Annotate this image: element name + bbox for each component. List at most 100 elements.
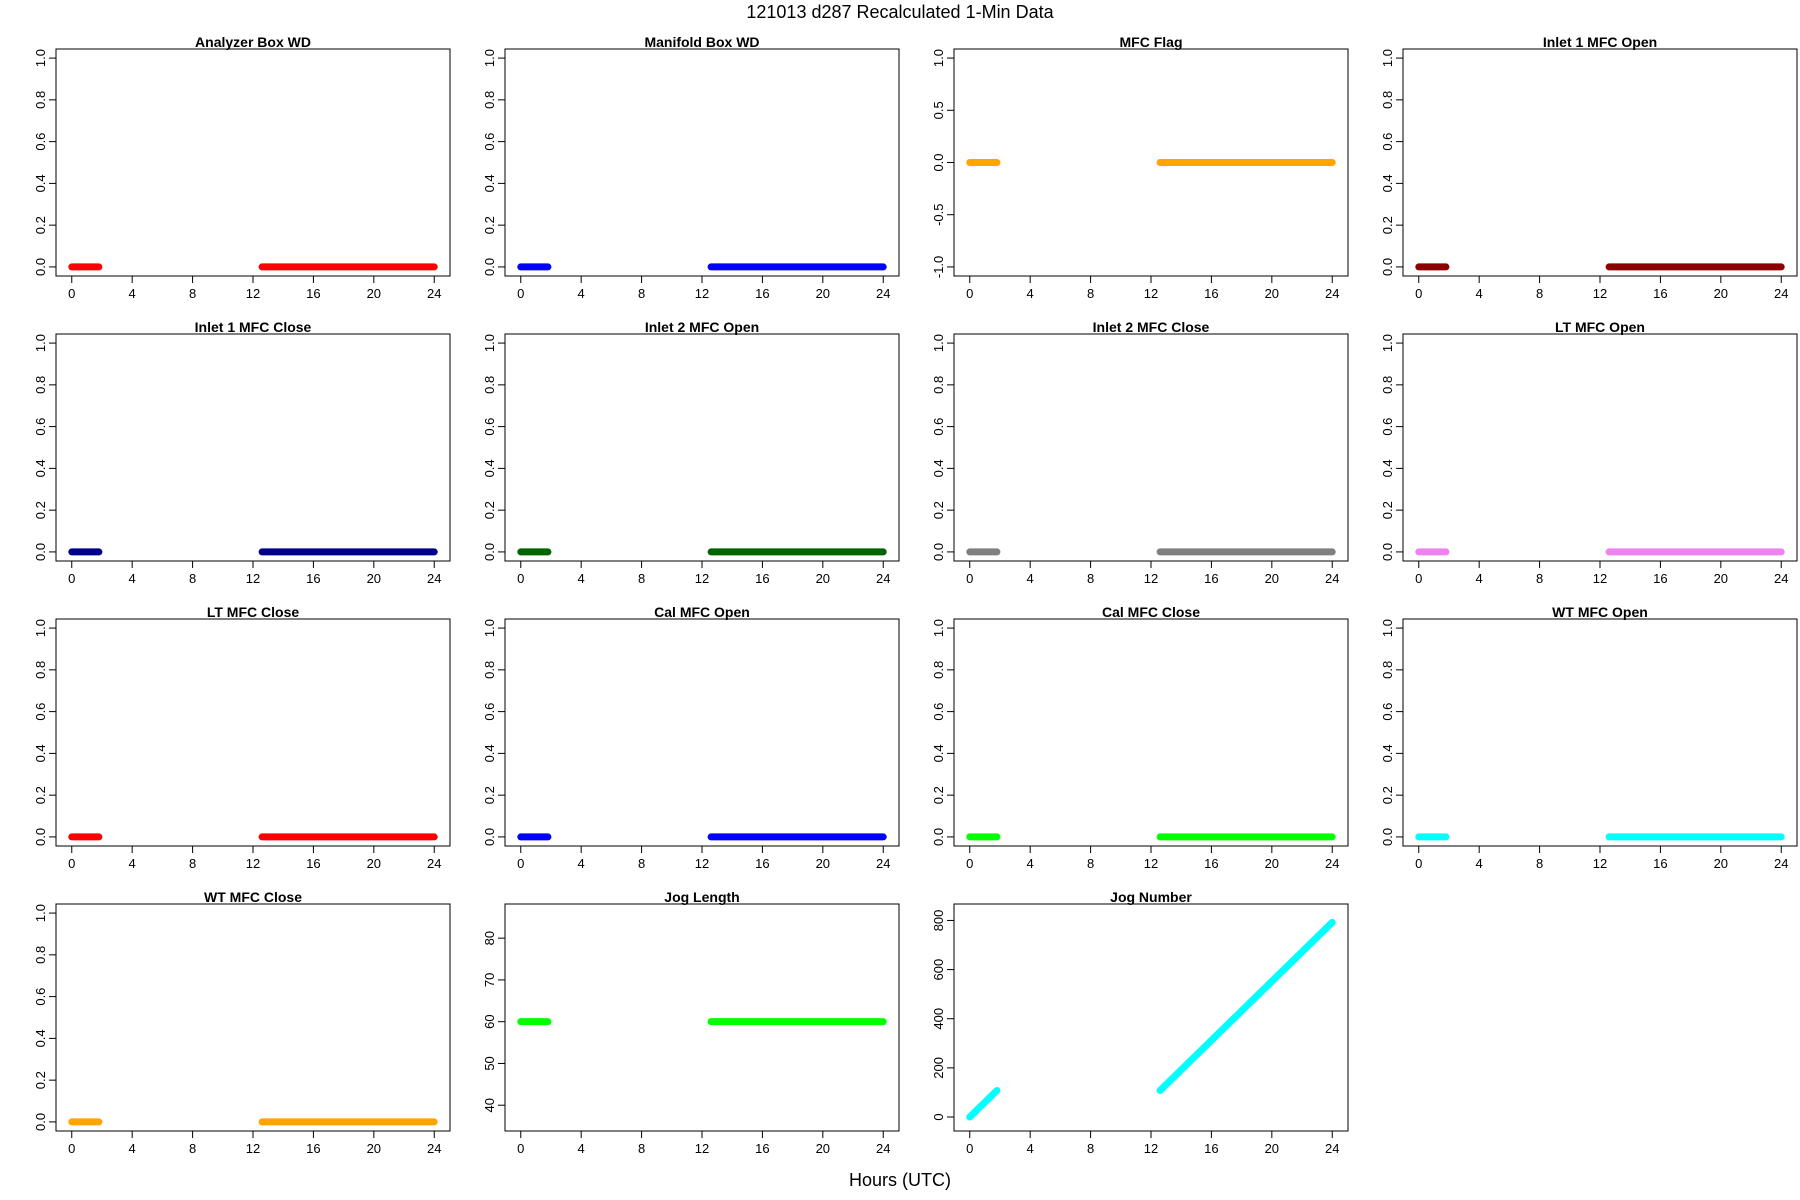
y-tick-label: 0.8: [931, 661, 946, 679]
y-tick-label: 600: [931, 959, 946, 981]
y-tick-label: 0.6: [33, 418, 48, 436]
x-tick-label: 8: [189, 286, 196, 301]
x-tick-label: 0: [966, 856, 973, 871]
y-tick-label: 60: [482, 1014, 497, 1028]
panel-10: Cal MFC Open 0 4 8 12 16 20 24 0.0 0.2 0.4 0.6 0.8 1.…: [482, 604, 900, 871]
panel-title: Cal MFC Open: [654, 604, 750, 620]
x-tick-label: 16: [306, 571, 320, 586]
x-tick-label: 8: [1087, 1141, 1094, 1156]
y-tick-label: 0.2: [33, 501, 48, 519]
x-axis-label: Hours (UTC): [849, 1170, 951, 1190]
x-tick-label: 0: [517, 856, 524, 871]
x-tick-label: 24: [876, 856, 890, 871]
y-tick-label: 0.0: [33, 828, 48, 846]
x-tick-label: 0: [68, 571, 75, 586]
x-tick-label: 20: [816, 571, 830, 586]
x-tick-label: 8: [1087, 286, 1094, 301]
panel-title: Inlet 1 MFC Close: [195, 319, 312, 335]
plot-frame: [1402, 333, 1798, 562]
x-tick-label: 4: [1476, 286, 1483, 301]
x-tick-label: 12: [246, 856, 260, 871]
x-tick-label: 20: [367, 571, 381, 586]
y-tick-label: 0.4: [482, 744, 497, 762]
x-tick-label: 16: [1653, 856, 1667, 871]
panel-title: Jog Length: [664, 889, 739, 905]
x-tick-label: 24: [1774, 286, 1788, 301]
x-tick-label: 20: [1714, 286, 1728, 301]
x-tick-label: 8: [638, 286, 645, 301]
x-tick-label: 16: [1204, 571, 1218, 586]
x-tick-label: 4: [129, 571, 136, 586]
y-tick-label: 50: [482, 1056, 497, 1070]
y-tick-label: 0: [931, 1113, 946, 1120]
x-tick-label: 8: [1536, 856, 1543, 871]
x-tick-label: 24: [1325, 1141, 1339, 1156]
x-tick-label: 12: [1593, 856, 1607, 871]
x-tick-label: 24: [427, 856, 441, 871]
x-tick-label: 0: [517, 571, 524, 586]
y-tick-label: 0.8: [1380, 376, 1395, 394]
panel-12: WT MFC Open 0 4 8 12 16 20 24 0.0 0.2 0.4 0.6 0.8 1.0: [1380, 604, 1798, 871]
y-tick-label: 0.6: [482, 418, 497, 436]
y-tick-label: 0.6: [1380, 133, 1395, 151]
x-tick-label: 8: [1536, 571, 1543, 586]
y-tick-label: 0.6: [931, 418, 946, 436]
x-tick-label: 20: [1265, 571, 1279, 586]
panel-title: LT MFC Close: [207, 604, 300, 620]
x-tick-label: 16: [306, 1141, 320, 1156]
y-tick-label: 0.4: [33, 174, 48, 192]
x-tick-label: 0: [966, 286, 973, 301]
panel-title: Jog Number: [1110, 889, 1192, 905]
x-tick-label: 16: [1204, 286, 1218, 301]
x-tick-label: 0: [68, 286, 75, 301]
panel-11: Cal MFC Close 0 4 8 12 16 20 24 0.0 0.2 0.4 0.6 0.8 1…: [931, 604, 1349, 871]
panel-title: Inlet 1 MFC Open: [1543, 34, 1657, 50]
y-tick-label: 0.8: [33, 946, 48, 964]
y-tick-label: 0.8: [1380, 661, 1395, 679]
x-tick-label: 24: [427, 286, 441, 301]
y-tick-label: 800: [931, 910, 946, 932]
plot-frame: [55, 903, 451, 1132]
y-tick-label: 0.0: [482, 828, 497, 846]
y-tick-label: 40: [482, 1098, 497, 1112]
x-tick-label: 12: [1144, 1141, 1158, 1156]
x-tick-label: 16: [755, 856, 769, 871]
x-tick-label: 20: [1265, 856, 1279, 871]
x-tick-label: 4: [1027, 286, 1034, 301]
x-tick-label: 8: [1536, 286, 1543, 301]
x-tick-label: 20: [1265, 286, 1279, 301]
x-tick-label: 16: [755, 571, 769, 586]
plot-frame: [504, 618, 900, 847]
x-tick-label: 0: [1415, 286, 1422, 301]
panel-title: Manifold Box WD: [644, 34, 759, 50]
y-tick-label: 0.2: [33, 1071, 48, 1089]
x-tick-label: 8: [638, 856, 645, 871]
x-tick-label: 16: [1653, 286, 1667, 301]
y-tick-label: 0.0: [482, 543, 497, 561]
y-tick-label: 200: [931, 1057, 946, 1079]
y-tick-label: 1.0: [33, 619, 48, 637]
plot-frame: [504, 48, 900, 277]
y-tick-label: 0.4: [33, 744, 48, 762]
x-tick-label: 24: [1325, 856, 1339, 871]
y-tick-label: 0.4: [1380, 174, 1395, 192]
y-tick-label: 0.8: [33, 91, 48, 109]
y-tick-label: 0.8: [931, 376, 946, 394]
y-tick-label: 1.0: [931, 334, 946, 352]
data-segment: [966, 1086, 1001, 1121]
x-tick-label: 4: [129, 1141, 136, 1156]
panel-title: Cal MFC Close: [1102, 604, 1200, 620]
x-tick-label: 4: [578, 1141, 585, 1156]
x-tick-label: 12: [1144, 286, 1158, 301]
x-tick-label: 8: [189, 856, 196, 871]
x-tick-label: 24: [876, 286, 890, 301]
y-tick-label: 0.4: [1380, 744, 1395, 762]
y-tick-label: 0.0: [931, 543, 946, 561]
y-tick-label: 0.0: [33, 258, 48, 276]
panel-6: Inlet 2 MFC Open 0 4 8 12 16 20 24 0.0 0.2 0.4 0.6 0…: [482, 319, 900, 586]
x-tick-label: 16: [755, 1141, 769, 1156]
y-tick-label: 0.0: [33, 543, 48, 561]
y-tick-label: 0.0: [482, 258, 497, 276]
panel-title: WT MFC Open: [1552, 604, 1648, 620]
y-tick-label: 0.6: [33, 703, 48, 721]
